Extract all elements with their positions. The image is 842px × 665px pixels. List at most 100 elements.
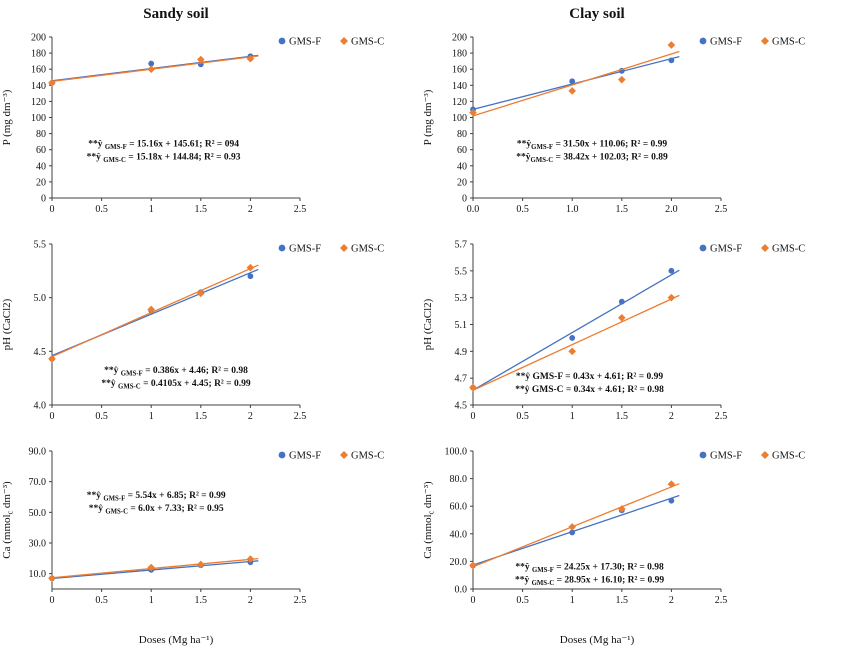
svg-text:1.5: 1.5 (195, 595, 208, 606)
svg-text:160: 160 (452, 65, 467, 76)
svg-text:80: 80 (36, 129, 46, 140)
tick-labels: 0.0 0.5 1.0 1.5 2.0 2.5 0 20 40 60 80 100 120 140 160 1… (452, 33, 727, 216)
left-column-title: Sandy soil (143, 6, 209, 22)
svg-text:2.0: 2.0 (665, 204, 678, 215)
equations: **ŷ GMS-F = 15.16x + 145.61; R² = 094**ŷ… (87, 139, 241, 163)
data-point-GMS-C (469, 561, 477, 570)
equations: **ŷ GMS-F = 0.43x + 4.61; R² = 0.99 **ŷ G… (515, 372, 664, 395)
svg-text:2.5: 2.5 (715, 595, 728, 606)
svg-text:120: 120 (31, 97, 46, 108)
chart-svg-ph-sandy: 0 0.5 1 1.5 2 2.54.04.55.05.5pH (CaCl2)GMS-F G… (1, 240, 384, 423)
legend-marker-circle-icon (278, 37, 286, 45)
legend-label-gms-c: GMS-C (351, 37, 384, 48)
legend: GMS-F GMS-C (699, 244, 805, 255)
legend-marker-circle-icon (699, 37, 707, 45)
svg-text:50.0: 50.0 (29, 508, 47, 519)
trendline-GMS-C (472, 50, 680, 117)
svg-text:60: 60 (36, 145, 46, 156)
svg-text:0: 0 (50, 595, 55, 606)
data-point-GMS-C (667, 41, 676, 49)
series-GMS-C (48, 555, 259, 583)
data-point-GMS-C (618, 505, 626, 513)
equation-line: **ŷGMS-F = 31.50x + 110.06; R² = 0.99 (517, 139, 667, 151)
legend-label-gms-c: GMS-C (772, 451, 805, 462)
trendline-GMS-C (51, 557, 259, 579)
legend-label-gms-f: GMS-F (710, 451, 742, 462)
svg-text:160: 160 (31, 65, 46, 76)
svg-text:80.0: 80.0 (450, 474, 468, 485)
svg-text:5.3: 5.3 (455, 293, 468, 304)
data-point-GMS-C (469, 383, 477, 392)
trendline-GMS-F (472, 269, 680, 391)
equation-line: **ŷ GMS-C = 15.18x + 144.84; R² = 0.93 (87, 152, 241, 164)
data-point-GMS-C (197, 55, 205, 64)
chart-svg-p-sandy: 0 0.5 1 1.5 2 2.5 0 20 40 60 80 100 120 140 160 180 200 P… (1, 33, 384, 216)
svg-text:2.5: 2.5 (294, 595, 307, 606)
data-point-GMS-F (569, 529, 576, 536)
legend-label-gms-f: GMS-F (710, 244, 742, 255)
legend: GMS-F GMS-C (699, 37, 805, 48)
legend: GMS-F GMS-C (699, 451, 805, 462)
data-point-GMS-C (568, 347, 576, 356)
svg-text:0.5: 0.5 (95, 411, 108, 422)
svg-text:2: 2 (669, 411, 674, 422)
data-point-GMS-C (618, 75, 626, 84)
axes (49, 243, 301, 408)
trendline-GMS-C (51, 55, 259, 83)
tick-labels: 0 0.5 1 1.5 2 2.5 10.0 30.0 50.0 70.0 90.0 (29, 447, 307, 607)
y-axis-label: pH (CaCl2) (422, 298, 434, 350)
svg-text:4.5: 4.5 (455, 401, 468, 412)
svg-text:180: 180 (31, 49, 46, 60)
data-point-GMS-F (148, 60, 155, 67)
svg-text:120: 120 (452, 97, 467, 108)
svg-text:20: 20 (457, 177, 467, 188)
svg-text:5.1: 5.1 (455, 320, 468, 331)
equation-line: **ŷ GMS-F = 0.386x + 4.46; R² = 0.98 (104, 366, 248, 378)
svg-text:2: 2 (248, 204, 253, 215)
data-point-GMS-F (569, 78, 576, 85)
y-axis-label: Ca (mmolc dm⁻³) (422, 481, 436, 559)
series-GMS-F (470, 494, 680, 569)
svg-text:180: 180 (452, 49, 467, 60)
equation-line: **ŷGMS-C = 38.42x + 102.03; R² = 0.89 (516, 152, 668, 164)
svg-text:2: 2 (669, 595, 674, 606)
legend: GMS-F GMS-C (278, 244, 384, 255)
svg-text:100: 100 (31, 113, 46, 124)
svg-text:140: 140 (31, 81, 46, 92)
equation-line: **ŷ GMS-F = 15.16x + 145.61; R² = 094 (88, 139, 239, 151)
chart-ca-clay-soil: 0 0.5 1 1.5 2 2.5 0.0 20.0 40.0 60.0 80.0 100.0 Ca (… (421, 441, 842, 653)
data-point-GMS-C (618, 313, 626, 322)
svg-text:80: 80 (457, 129, 467, 140)
svg-text:0: 0 (50, 411, 55, 422)
svg-text:4.0: 4.0 (34, 401, 47, 412)
tick-labels: 0 0.5 1 1.5 2 2.5 4.0 4.5 5.0 5.5 (34, 240, 307, 423)
legend-marker-diamond-icon (761, 37, 769, 45)
svg-text:1: 1 (570, 595, 575, 606)
legend: GMS-F GMS-C (278, 451, 384, 462)
legend-label-gms-c: GMS-C (772, 244, 805, 255)
svg-text:2.5: 2.5 (715, 411, 728, 422)
data-point-GMS-C (469, 108, 477, 117)
svg-text:1.5: 1.5 (616, 204, 629, 215)
data-point-GMS-C (568, 87, 576, 95)
equation-line: **ŷ GMS-C = 28.95x + 16.10; R² = 0.99 (515, 576, 664, 588)
axes (49, 450, 301, 592)
trendline-GMS-C (51, 264, 259, 358)
data-point-GMS-F (668, 497, 675, 504)
legend-label-gms-f: GMS-F (289, 244, 321, 255)
axes (470, 243, 722, 408)
data-point-GMS-F (668, 57, 675, 64)
svg-text:1.5: 1.5 (616, 595, 629, 606)
data-point-GMS-F (668, 267, 675, 274)
tick-labels: 0 0.5 1 1.5 2 2.5 0.0 20.0 40.0 60.0 80.0 100.0 (445, 447, 728, 607)
svg-text:2.5: 2.5 (294, 411, 307, 422)
data-point-GMS-C (667, 480, 676, 488)
svg-text:70.0: 70.0 (29, 477, 47, 488)
svg-text:60.0: 60.0 (450, 502, 468, 513)
axes (49, 36, 301, 201)
trendline-GMS-F (51, 560, 259, 580)
svg-text:140: 140 (452, 81, 467, 92)
data-point-GMS-C (48, 79, 56, 87)
svg-text:0.5: 0.5 (95, 204, 108, 215)
data-point-GMS-C (568, 523, 576, 531)
